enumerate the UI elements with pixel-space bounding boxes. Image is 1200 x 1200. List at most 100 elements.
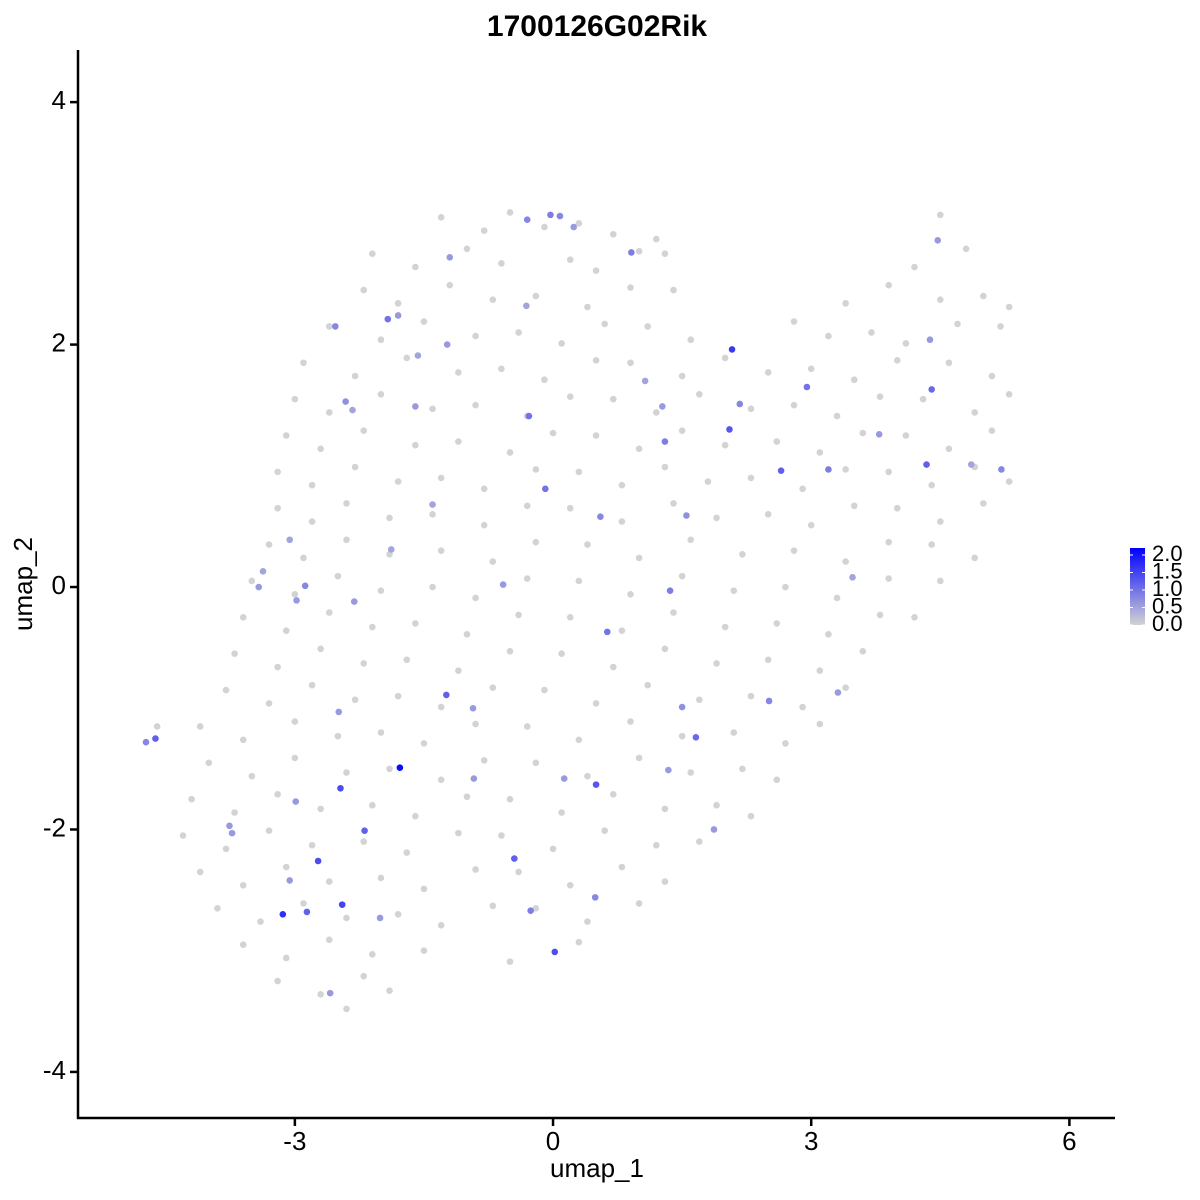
cell-point — [291, 395, 299, 403]
cell-point — [644, 323, 652, 330]
cell-point — [661, 463, 669, 471]
cell-point — [609, 395, 617, 403]
cell-point — [523, 723, 531, 730]
cell-point — [257, 918, 264, 925]
cell-point — [286, 877, 294, 884]
cell-point — [713, 660, 720, 667]
cell-point — [337, 784, 344, 792]
cell-point — [547, 211, 554, 219]
x-tick-label: 6 — [1062, 1126, 1076, 1156]
cell-point — [314, 857, 322, 865]
cell-point — [303, 908, 311, 916]
cell-point — [414, 352, 422, 359]
cell-point — [443, 341, 451, 348]
cell-point — [998, 466, 1005, 473]
cell-point — [437, 776, 445, 784]
cell-point — [597, 513, 604, 521]
cell-point — [274, 468, 281, 476]
cell-point — [635, 554, 643, 562]
cell-point — [807, 365, 815, 373]
cell-point — [279, 911, 287, 918]
cell-point — [1005, 303, 1013, 311]
cell-point — [558, 340, 565, 347]
cell-point — [525, 412, 533, 420]
colorbar — [1130, 548, 1145, 625]
cell-point — [472, 401, 479, 409]
cell-point — [396, 764, 404, 771]
cell-point — [332, 323, 339, 330]
cell-point — [152, 735, 159, 742]
cell-point — [747, 812, 755, 820]
cell-point — [609, 791, 617, 798]
cell-point — [420, 947, 428, 955]
cell-point — [683, 512, 690, 519]
cell-point — [317, 991, 324, 998]
cell-point — [274, 504, 281, 512]
cell-point — [498, 832, 505, 839]
cell-point — [205, 759, 213, 767]
cell-point — [937, 211, 944, 219]
cell-point — [384, 315, 392, 323]
cell-point — [403, 656, 411, 664]
cell-point — [911, 263, 918, 271]
cell-point — [962, 245, 970, 253]
cell-point — [592, 357, 600, 364]
cell-point — [308, 481, 316, 489]
cell-point — [653, 841, 660, 849]
cell-point — [842, 684, 849, 691]
cell-point — [394, 312, 402, 319]
cell-point — [692, 734, 700, 741]
cell-point — [429, 583, 436, 591]
cell-point — [592, 267, 600, 274]
cell-point — [317, 805, 324, 813]
cell-point — [325, 878, 333, 885]
cell-point — [893, 504, 901, 512]
cell-point — [342, 398, 349, 405]
cell-point — [849, 574, 856, 581]
cell-point — [980, 500, 987, 507]
cell-point — [412, 620, 419, 627]
cell-point — [179, 832, 187, 839]
cell-point — [420, 885, 428, 893]
cell-point — [825, 466, 832, 473]
cell-point — [980, 292, 987, 300]
cell-point — [429, 405, 436, 413]
cell-point — [239, 736, 247, 744]
cell-point — [558, 650, 565, 658]
cell-point — [799, 703, 806, 711]
cell-point — [360, 427, 368, 434]
cell-point — [455, 369, 462, 376]
cell-point — [443, 691, 450, 699]
cell-point — [351, 696, 359, 704]
cell-point — [394, 692, 402, 700]
colorbar-label: 2.0 — [1152, 541, 1183, 566]
cell-point — [317, 445, 324, 453]
cell-point — [286, 536, 294, 544]
cell-point — [527, 907, 534, 915]
cell-point — [472, 332, 479, 340]
cell-point — [343, 1005, 350, 1013]
cell-point — [609, 230, 617, 238]
cell-point — [670, 500, 677, 507]
cell-point — [653, 409, 660, 416]
cell-point — [334, 732, 342, 740]
cell-point — [575, 577, 583, 585]
cell-point — [360, 838, 368, 845]
cell-point — [489, 558, 497, 565]
cell-point — [566, 504, 574, 512]
cell-point — [782, 740, 789, 747]
x-tick-label: -3 — [283, 1126, 306, 1156]
cell-point — [696, 696, 703, 704]
cell-point — [403, 849, 411, 856]
cell-point — [773, 620, 781, 627]
cell-point — [549, 845, 557, 853]
cell-point — [661, 805, 669, 813]
cell-point — [343, 536, 350, 544]
cell-point — [506, 647, 514, 655]
cell-point — [988, 372, 996, 380]
cell-point — [721, 354, 729, 362]
cell-point — [480, 485, 488, 493]
cell-point — [773, 438, 781, 445]
cell-point — [403, 354, 411, 362]
chart-title: 1700126G02Rik — [487, 10, 707, 43]
